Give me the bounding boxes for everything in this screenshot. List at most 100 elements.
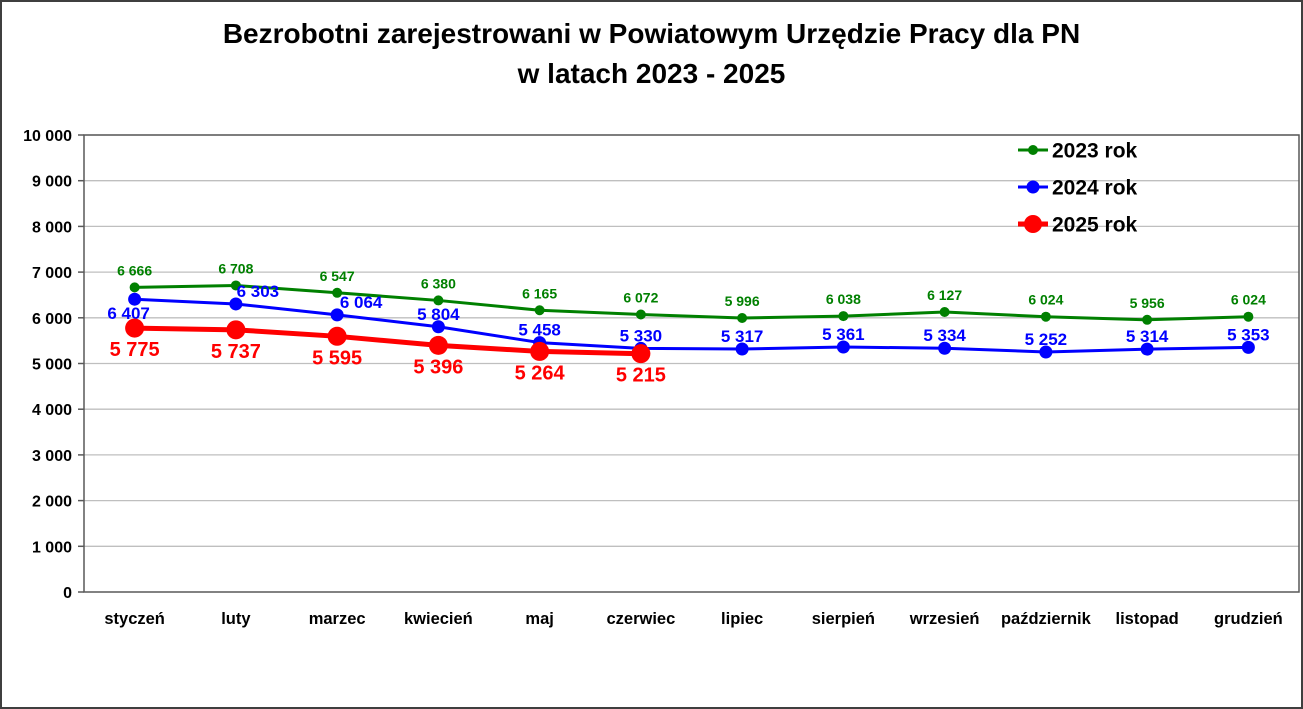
data-point xyxy=(129,282,140,293)
data-label: 5 334 xyxy=(923,326,966,345)
x-axis: styczeń luty marzec kwiecień maj czerwiec lipi… xyxy=(104,610,1282,628)
data-label: 6 407 xyxy=(107,304,150,323)
data-label: 6 072 xyxy=(623,290,658,306)
x-axis-label: wrzesień xyxy=(909,610,980,628)
legend-marker-icon xyxy=(1028,145,1038,155)
data-label: 5 317 xyxy=(721,327,764,346)
data-label: 5 996 xyxy=(725,293,760,309)
data-point xyxy=(433,295,444,306)
legend-item-2025-rok: 2025 rok xyxy=(1018,214,1138,237)
data-label: 5 737 xyxy=(211,341,261,363)
x-axis-label: październik xyxy=(1001,610,1092,628)
data-point xyxy=(1142,314,1153,325)
data-label: 5 314 xyxy=(1126,327,1169,346)
y-axis-label: 10 000 xyxy=(23,128,72,145)
data-point xyxy=(1243,311,1254,322)
data-label: 5 252 xyxy=(1025,330,1068,349)
data-label: 6 547 xyxy=(320,268,355,284)
data-point xyxy=(332,287,343,298)
data-label: 6 380 xyxy=(421,275,456,291)
data-point xyxy=(229,297,243,311)
y-axis-label: 3 000 xyxy=(32,448,72,465)
y-axis-label: 6 000 xyxy=(32,311,72,328)
x-axis-label: sierpień xyxy=(812,610,875,628)
data-label: 5 361 xyxy=(822,325,865,344)
y-axis-label: 4 000 xyxy=(32,402,72,419)
data-label: 6 024 xyxy=(1028,292,1063,308)
chart-title: Bezrobotni zarejestrowani w Powiatowym U… xyxy=(2,14,1301,94)
data-point xyxy=(128,292,142,306)
series-2025-rok: 5 775 5 737 5 595 5 396 5 264 5 215 xyxy=(110,318,666,387)
x-axis-label: kwiecień xyxy=(404,610,473,628)
data-label: 5 775 xyxy=(110,339,160,361)
data-point xyxy=(1039,345,1053,359)
data-label: 5 330 xyxy=(620,326,663,345)
data-label: 5 956 xyxy=(1130,295,1165,311)
x-axis-label: listopad xyxy=(1115,610,1178,628)
legend-label: 2025 rok xyxy=(1052,214,1138,237)
data-point xyxy=(330,308,344,322)
data-point xyxy=(530,341,550,361)
y-axis-label: 1 000 xyxy=(32,539,72,556)
data-point xyxy=(1140,342,1154,356)
y-axis-label: 8 000 xyxy=(32,219,72,236)
y-axis-label: 2 000 xyxy=(32,494,72,511)
x-axis-label: maj xyxy=(525,610,553,628)
data-label: 6 024 xyxy=(1231,292,1266,308)
gridlines xyxy=(84,134,1299,547)
data-point xyxy=(428,335,448,355)
data-label: 6 038 xyxy=(826,291,861,307)
data-point xyxy=(838,311,849,322)
legend-marker-icon xyxy=(1024,215,1042,233)
data-point xyxy=(534,305,545,316)
data-label: 6 127 xyxy=(927,287,962,303)
series-2023-rok: 6 666 6 708 6 547 6 380 6 165 6 072 5 996 6 038… xyxy=(117,260,1266,325)
data-point xyxy=(635,309,646,320)
data-point xyxy=(938,341,952,355)
data-label: 6 064 xyxy=(340,293,383,312)
data-point xyxy=(125,318,145,338)
data-label: 6 666 xyxy=(117,262,152,278)
legend-marker-icon xyxy=(1026,180,1040,194)
legend-item-2023-rok: 2023 rok xyxy=(1018,140,1138,163)
data-point xyxy=(631,344,651,364)
data-label: 6 303 xyxy=(237,282,280,301)
data-label: 5 264 xyxy=(515,362,566,384)
data-point xyxy=(735,342,749,356)
data-label: 6 708 xyxy=(218,260,253,276)
y-axis: 0 1 000 2 000 3 000 4 000 5 000 6 000 7 000 8 00… xyxy=(23,128,84,602)
data-label: 5 215 xyxy=(616,365,666,387)
data-label: 5 396 xyxy=(413,356,463,378)
data-point xyxy=(1040,311,1051,322)
data-point xyxy=(836,340,850,354)
legend-label: 2023 rok xyxy=(1052,140,1138,163)
series-line xyxy=(132,325,644,357)
data-point xyxy=(431,320,445,334)
data-point xyxy=(737,312,748,323)
data-point xyxy=(939,306,950,317)
data-label: 5 458 xyxy=(518,321,561,340)
series-2024-rok: 6 407 6 303 6 064 5 804 5 458 5 330 5 317 5 361… xyxy=(107,282,1270,359)
series-line xyxy=(133,297,1250,354)
data-point xyxy=(1241,340,1255,354)
data-label: 5 353 xyxy=(1227,325,1270,344)
data-label: 5 595 xyxy=(312,347,362,369)
legend: 2023 rok 2024 rok 2025 rok xyxy=(1018,140,1138,237)
data-label: 6 165 xyxy=(522,285,557,301)
data-label: 5 804 xyxy=(417,305,460,324)
y-axis-label: 9 000 xyxy=(32,174,72,191)
x-axis-label: marzec xyxy=(309,610,366,628)
y-axis-label: 7 000 xyxy=(32,265,72,282)
y-axis-label: 5 000 xyxy=(32,357,72,374)
x-axis-label: grudzień xyxy=(1214,610,1283,628)
x-axis-label: luty xyxy=(221,610,251,628)
legend-label: 2024 rok xyxy=(1052,177,1138,200)
chart-title-line-2: w latach 2023 - 2025 xyxy=(517,58,786,89)
data-point xyxy=(327,326,347,346)
series-line xyxy=(133,283,1250,322)
y-axis-label: 0 xyxy=(63,585,72,602)
x-axis-label: lipiec xyxy=(721,610,763,628)
x-axis-label: czerwiec xyxy=(606,610,675,628)
